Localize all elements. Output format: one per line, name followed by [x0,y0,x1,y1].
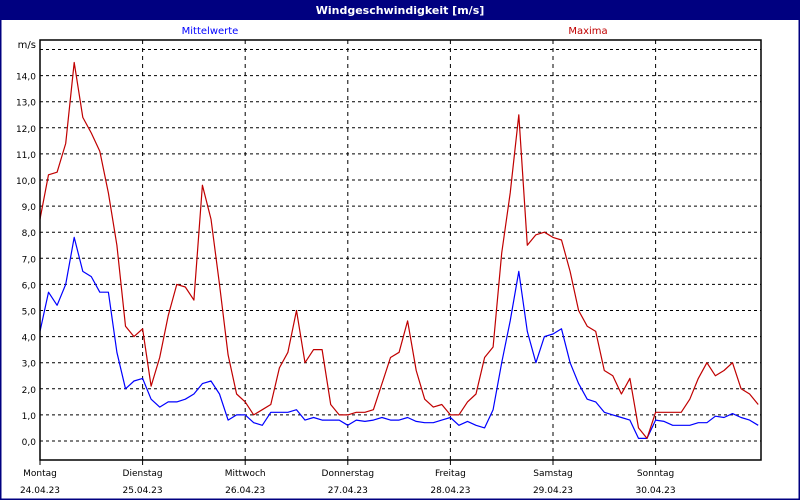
y-tick-label: 14,0 [16,73,36,83]
y-tick-label: 5,0 [22,308,37,318]
y-tick-label: 0,0 [22,438,37,448]
grid [40,40,761,460]
x-tick-date: 24.04.23 [20,486,60,496]
x-tick-day: Mittwoch [225,469,266,479]
x-tick-day: Dienstag [123,469,163,479]
y-tick-label: 11,0 [16,151,36,161]
x-tick-date: 25.04.23 [123,486,163,496]
x-tick-date: 29.04.23 [533,486,573,496]
title-bar [0,0,800,20]
y-tick-label: 9,0 [22,203,37,213]
x-tick-day: Sonntag [637,469,674,479]
y-tick-label: 10,0 [16,177,36,187]
x-tick-date: 27.04.23 [328,486,368,496]
y-tick-label: 1,0 [22,412,37,422]
series-line-mittelwerte [39,236,759,439]
y-tick-label: 4,0 [22,334,37,344]
y-axis-unit: m/s [18,40,36,51]
x-tick-day: Freitag [435,469,466,479]
y-axis: 0,0 1,0 2,0 3,0 4,0 5,0 6,0 7,0 8,0 9,0 10,0 11,0 12… [16,73,36,448]
x-tick-date: 28.04.23 [430,486,470,496]
plot-frame [39,39,762,461]
x-tick-day: Samstag [533,469,572,479]
x-axis: Montag 24.04.23 Dienstag 25.04.23 Mittwoch 26… [20,460,676,496]
legend-max: Maxima [568,26,607,37]
x-tick-date: 26.04.23 [225,486,265,496]
y-tick-label: 13,0 [16,99,36,109]
x-tick-date: 30.04.23 [636,486,676,496]
chart-title: Windgeschwindigkeit [m/s] [316,4,485,17]
series-line-maxima [39,61,759,439]
y-tick-label: 12,0 [16,125,36,135]
x-tick-day: Montag [23,469,57,479]
y-tick-label: 7,0 [22,255,37,265]
y-tick-label: 6,0 [22,281,37,291]
x-tick-day: Donnerstag [322,469,375,479]
y-tick-label: 8,0 [22,229,37,239]
series-lines [39,61,759,439]
legend-mean: Mittelwerte [182,26,239,37]
y-tick-label: 2,0 [22,386,37,396]
y-tick-label: 3,0 [22,360,37,370]
